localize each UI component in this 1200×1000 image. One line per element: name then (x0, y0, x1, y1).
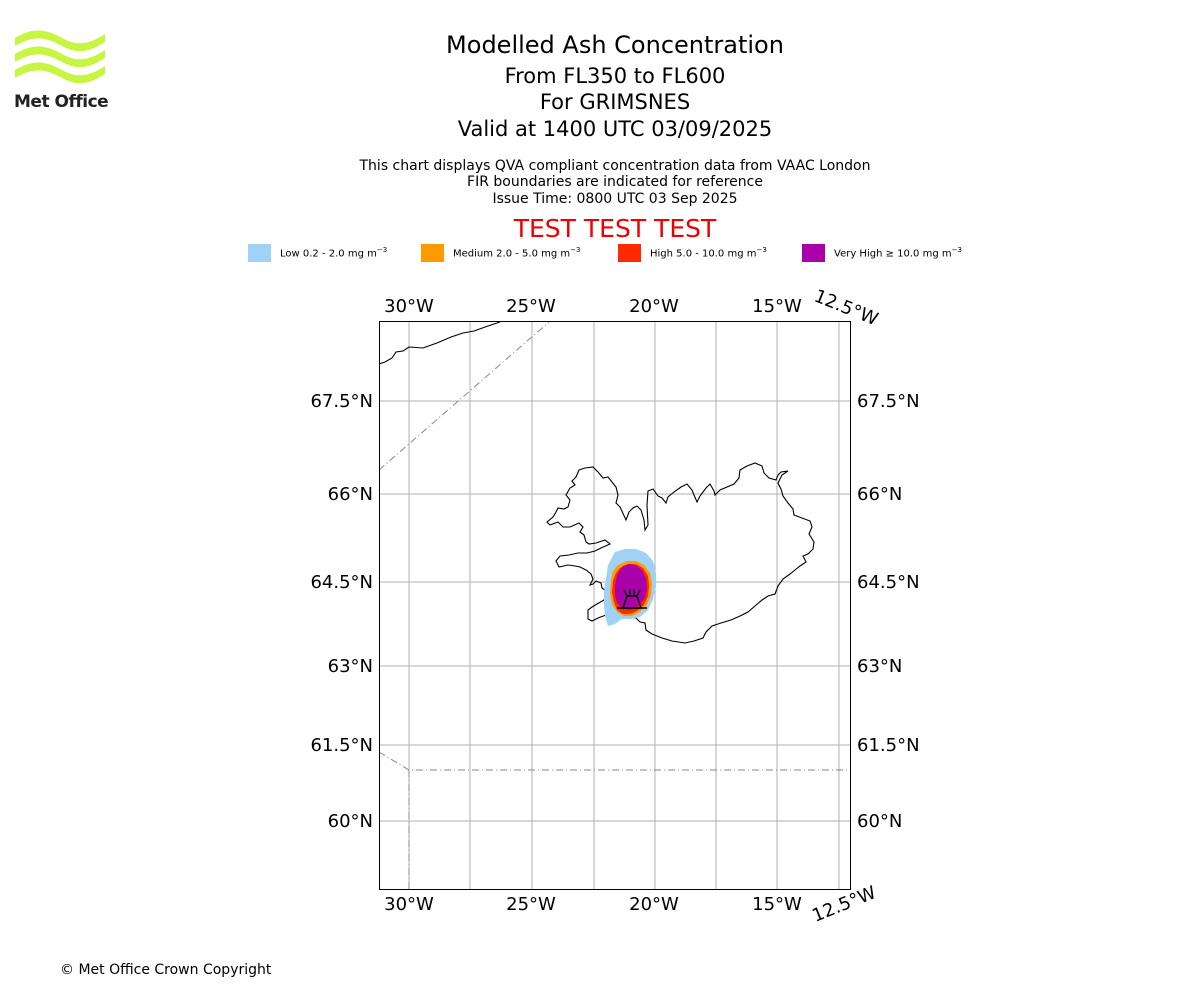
lon-label-bottom-25w: 25°W (506, 894, 556, 915)
lon-label-bottom-20w: 20°W (629, 894, 679, 915)
legend-swatch-low (248, 244, 271, 262)
ash-contours (604, 549, 656, 626)
legend-label-low: Low 0.2 - 2.0 mg m−3 (280, 246, 388, 260)
volcano-icon (617, 589, 647, 609)
lon-label-bottom-12-5w: 12.5°W (809, 882, 879, 927)
issue-time: Issue Time: 0800 UTC 03 Sep 2025 (492, 191, 738, 207)
copyright-notice: © Met Office Crown Copyright (60, 962, 272, 978)
lon-label-top-12-5w: 12.5°W (811, 286, 881, 331)
lat-label-right-61-5n: 61.5°N (857, 735, 920, 756)
legend-swatch-medium (421, 244, 444, 262)
legend-item-medium: Medium 2.0 - 5.0 mg m−3 (421, 244, 580, 262)
test-banner: TEST TEST TEST (513, 214, 717, 243)
lat-label-right-64-5n: 64.5°N (857, 572, 920, 593)
legend: Low 0.2 - 2.0 mg m−3 Medium 2.0 - 5.0 mg… (0, 244, 1200, 264)
chart-title: Modelled Ash Concentration (446, 31, 784, 59)
met-office-logo-icon (15, 30, 105, 84)
legend-label-very-high: Very High ≥ 10.0 mg m−3 (834, 246, 962, 260)
iceland-coastline (546, 462, 815, 644)
legend-label-medium: Medium 2.0 - 5.0 mg m−3 (453, 246, 581, 260)
legend-item-very-high: Very High ≥ 10.0 mg m−3 (802, 244, 962, 262)
lat-label-left-61-5n: 61.5°N (310, 735, 373, 756)
greenland-coastline (378, 321, 501, 365)
fir-boundaries (378, 321, 851, 890)
legend-item-high: High 5.0 - 10.0 mg m−3 (618, 244, 767, 262)
lat-label-left-67-5n: 67.5°N (310, 391, 373, 412)
lon-label-bottom-30w: 30°W (384, 894, 434, 915)
legend-label-high: High 5.0 - 10.0 mg m−3 (650, 246, 767, 260)
legend-swatch-very-high (802, 244, 825, 262)
flight-level-range: From FL350 to FL600 (504, 64, 726, 88)
map-frame (379, 321, 851, 890)
fir-note: FIR boundaries are indicated for referen… (467, 174, 763, 190)
valid-time: Valid at 1400 UTC 03/09/2025 (457, 117, 773, 141)
lat-label-left-64-5n: 64.5°N (310, 572, 373, 593)
lat-label-right-63n: 63°N (857, 656, 902, 677)
lon-label-top-15w: 15°W (752, 296, 802, 317)
lat-label-right-60n: 60°N (857, 811, 902, 832)
lon-label-top-25w: 25°W (506, 296, 556, 317)
lat-label-left-63n: 63°N (328, 656, 373, 677)
legend-item-low: Low 0.2 - 2.0 mg m−3 (248, 244, 387, 262)
lat-label-right-66n: 66°N (857, 484, 902, 505)
lon-label-top-30w: 30°W (384, 296, 434, 317)
logo-text: Met Office (14, 92, 109, 112)
chart-description: This chart displays QVA compliant concen… (359, 158, 871, 174)
lat-label-left-60n: 60°N (328, 811, 373, 832)
volcano-name: For GRIMSNES (539, 90, 691, 114)
ash-very-high-contour (615, 564, 647, 610)
ash-map: 30°W 25°W 20°W 15°W 12.5°W 30°W 25°W 20°… (310, 286, 920, 927)
lat-label-left-66n: 66°N (328, 484, 373, 505)
lon-label-bottom-15w: 15°W (752, 894, 802, 915)
lon-label-top-20w: 20°W (629, 296, 679, 317)
legend-swatch-high (618, 244, 641, 262)
lat-label-right-67-5n: 67.5°N (857, 391, 920, 412)
